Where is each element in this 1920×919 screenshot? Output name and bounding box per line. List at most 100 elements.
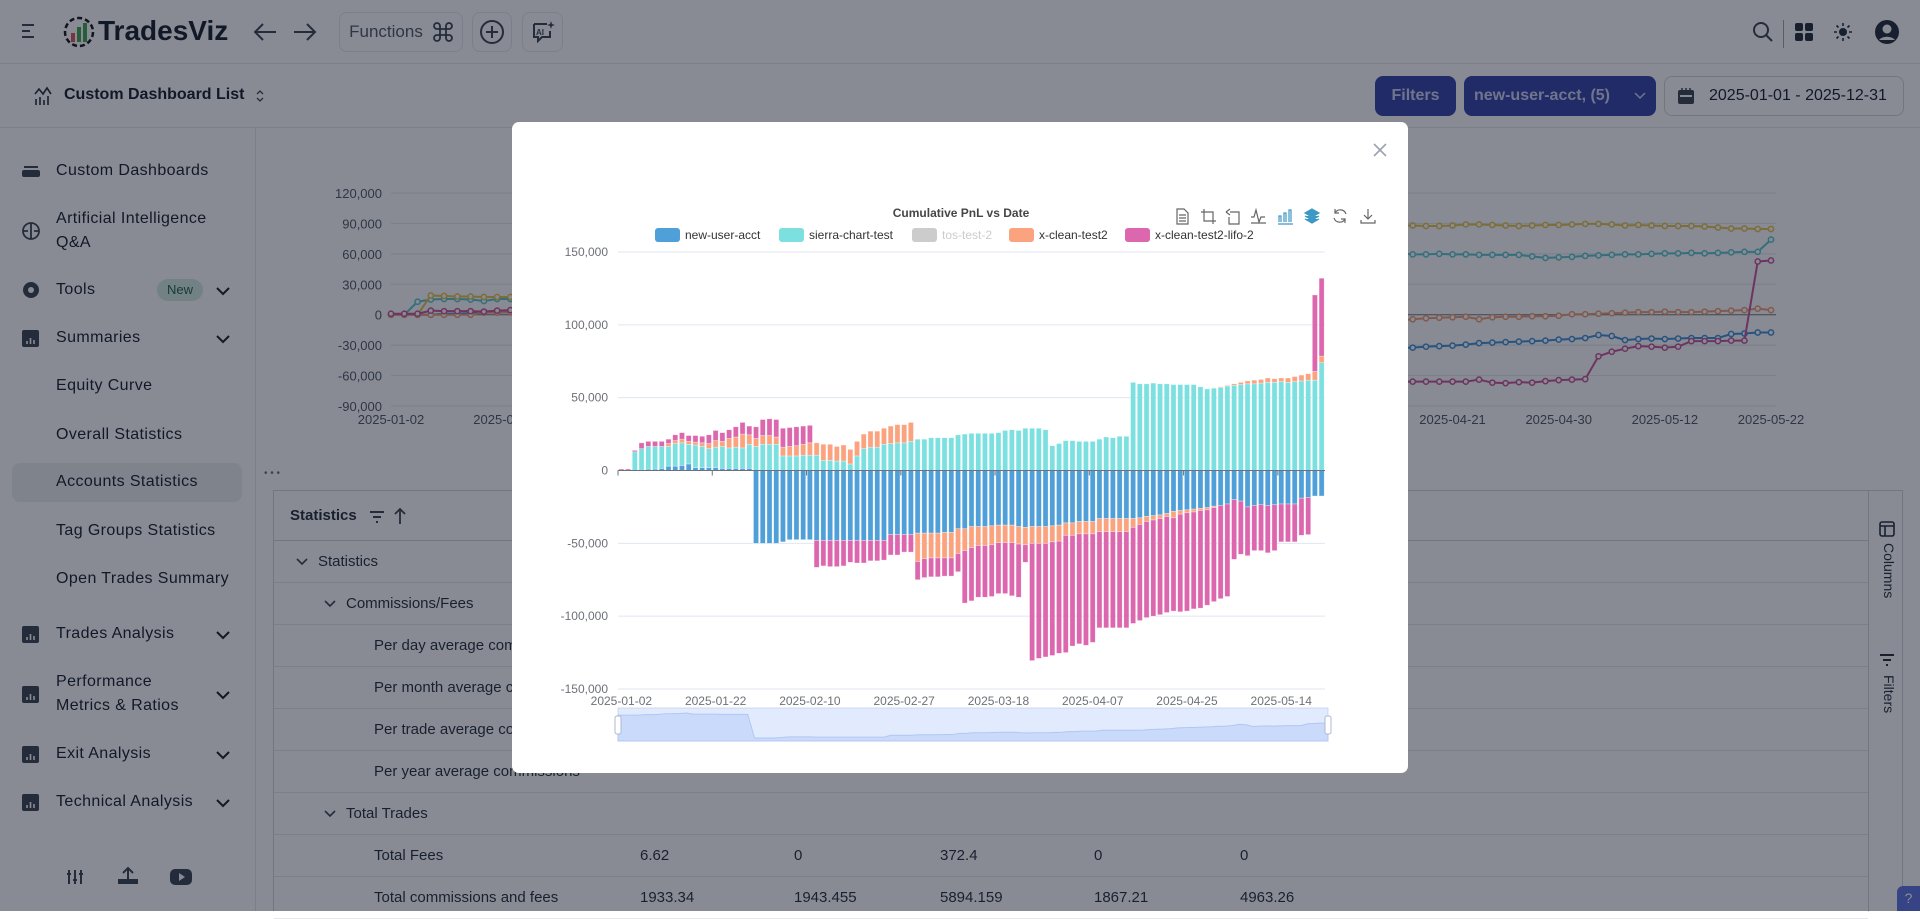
bar-x-clean-test2-lifo-2[interactable]: [1103, 531, 1110, 629]
bar-sierra-chart-test[interactable]: [712, 446, 719, 468]
bar-sierra-chart-test[interactable]: [1110, 437, 1116, 471]
close-icon[interactable]: [1372, 142, 1388, 158]
bar-sierra-chart-test[interactable]: [1184, 384, 1190, 471]
bar-x-clean-test2[interactable]: [1237, 382, 1244, 385]
bar-sierra-chart-test[interactable]: [968, 433, 975, 471]
bar-x-clean-test2-lifo-2[interactable]: [631, 450, 638, 453]
bar-new-user-acct[interactable]: [1163, 470, 1170, 514]
bar-x-clean-test2-lifo-2[interactable]: [679, 432, 685, 440]
bar-x-clean-test2-lifo-2[interactable]: [732, 426, 739, 438]
bar-x-clean-test2-lifo-2[interactable]: [739, 422, 746, 435]
bar-x-clean-test2-lifo-2[interactable]: [706, 434, 712, 444]
bar-x-clean-test2-lifo-2[interactable]: [1177, 513, 1184, 613]
bar-x-clean-test2[interactable]: [1170, 510, 1177, 519]
bar-new-user-acct[interactable]: [1184, 470, 1190, 511]
bar-sierra-chart-test[interactable]: [1258, 382, 1264, 471]
bar-sierra-chart-test[interactable]: [652, 446, 658, 470]
bar-x-clean-test2-lifo-2[interactable]: [692, 435, 699, 443]
bar-sierra-chart-test[interactable]: [887, 443, 894, 471]
bar-sierra-chart-test[interactable]: [739, 447, 746, 469]
bar-x-clean-test2-lifo-2[interactable]: [982, 545, 988, 598]
bar-new-user-acct[interactable]: [1231, 470, 1237, 500]
bar-new-user-acct[interactable]: [894, 470, 901, 535]
bar-x-clean-test2[interactable]: [854, 441, 860, 457]
bar-x-clean-test2[interactable]: [1224, 384, 1231, 387]
bar-new-user-acct[interactable]: [854, 470, 860, 541]
bar-x-clean-test2-lifo-2[interactable]: [867, 540, 874, 562]
bar-x-clean-test2[interactable]: [712, 440, 719, 448]
bar-x-clean-test2[interactable]: [1049, 525, 1056, 543]
bar-new-user-acct[interactable]: [1042, 470, 1049, 527]
legend-item-x-clean-test2-lifo-2[interactable]: x-clean-test2-lifo-2: [1125, 228, 1254, 242]
bar-sierra-chart-test[interactable]: [1150, 382, 1157, 471]
bar-sierra-chart-test[interactable]: [874, 446, 881, 471]
bar-x-clean-test2[interactable]: [827, 443, 833, 461]
bar-sierra-chart-test[interactable]: [645, 446, 652, 470]
bar-sierra-chart-test[interactable]: [1002, 430, 1009, 471]
bar-sierra-chart-test[interactable]: [1244, 383, 1251, 471]
bar-x-clean-test2[interactable]: [887, 425, 894, 444]
bar-new-user-acct[interactable]: [995, 470, 1002, 526]
bar-sierra-chart-test[interactable]: [692, 444, 699, 468]
bar-new-user-acct[interactable]: [941, 470, 948, 533]
bar-new-user-acct[interactable]: [1009, 470, 1015, 526]
bar-sierra-chart-test[interactable]: [1143, 383, 1150, 471]
bar-x-clean-test2[interactable]: [1318, 355, 1325, 364]
bar-x-clean-test2-lifo-2[interactable]: [1312, 294, 1318, 372]
bar-x-clean-test2-lifo-2[interactable]: [914, 561, 921, 581]
bar-sierra-chart-test[interactable]: [759, 443, 766, 471]
bar-new-user-acct[interactable]: [955, 470, 961, 530]
bar-sierra-chart-test[interactable]: [746, 443, 753, 469]
bar-x-clean-test2[interactable]: [847, 449, 854, 465]
bar-sierra-chart-test[interactable]: [941, 437, 948, 471]
bar-chart-icon[interactable]: [1278, 209, 1293, 225]
bar-new-user-acct[interactable]: [975, 470, 982, 527]
bar-new-user-acct[interactable]: [1312, 470, 1318, 497]
bar-new-user-acct[interactable]: [672, 465, 679, 471]
bar-sierra-chart-test[interactable]: [1123, 435, 1130, 471]
bar-x-clean-test2-lifo-2[interactable]: [1170, 517, 1177, 612]
bar-sierra-chart-test[interactable]: [948, 437, 955, 471]
bar-x-clean-test2-lifo-2[interactable]: [1056, 540, 1062, 654]
bar-new-user-acct[interactable]: [901, 470, 908, 535]
bar-new-user-acct[interactable]: [1291, 470, 1298, 505]
bar-sierra-chart-test[interactable]: [786, 455, 793, 471]
bar-sierra-chart-test[interactable]: [1231, 384, 1237, 471]
bar-x-clean-test2[interactable]: [1312, 371, 1318, 381]
bar-x-clean-test2[interactable]: [1184, 509, 1190, 514]
bar-x-clean-test2[interactable]: [914, 532, 921, 562]
bar-x-clean-test2[interactable]: [739, 433, 746, 449]
bar-x-clean-test2[interactable]: [1291, 376, 1298, 382]
bar-sierra-chart-test[interactable]: [706, 448, 712, 468]
bar-x-clean-test2-lifo-2[interactable]: [1271, 504, 1278, 551]
bar-new-user-acct[interactable]: [1056, 470, 1062, 526]
bar-x-clean-test2-lifo-2[interactable]: [995, 542, 1002, 594]
bar-new-user-acct[interactable]: [766, 470, 773, 544]
bar-x-clean-test2-lifo-2[interactable]: [901, 534, 908, 553]
data-zoom-selection[interactable]: [618, 708, 1328, 741]
bar-sierra-chart-test[interactable]: [1116, 435, 1123, 471]
bar-sierra-chart-test[interactable]: [867, 446, 874, 471]
bar-x-clean-test2-lifo-2[interactable]: [1231, 499, 1237, 560]
data-zoom-handle[interactable]: [1324, 715, 1332, 735]
bar-x-clean-test2-lifo-2[interactable]: [955, 553, 961, 573]
bar-x-clean-test2[interactable]: [1285, 377, 1291, 383]
bar-sierra-chart-test[interactable]: [1291, 381, 1298, 471]
bar-x-clean-test2[interactable]: [1143, 516, 1150, 522]
bar-x-clean-test2[interactable]: [1096, 518, 1103, 532]
bar-x-clean-test2-lifo-2[interactable]: [874, 540, 881, 562]
bar-x-clean-test2[interactable]: [968, 526, 975, 549]
bar-sierra-chart-test[interactable]: [699, 446, 706, 468]
bar-x-clean-test2-lifo-2[interactable]: [1136, 524, 1143, 621]
bar-x-clean-test2-lifo-2[interactable]: [658, 441, 665, 447]
bar-new-user-acct[interactable]: [1049, 470, 1056, 527]
bar-new-user-acct[interactable]: [807, 470, 813, 540]
bar-new-user-acct[interactable]: [1318, 470, 1325, 497]
bar-new-user-acct[interactable]: [1035, 470, 1042, 527]
bar-new-user-acct[interactable]: [1251, 470, 1258, 506]
bar-x-clean-test2[interactable]: [961, 528, 968, 551]
bar-x-clean-test2-lifo-2[interactable]: [887, 534, 894, 556]
bar-sierra-chart-test[interactable]: [881, 443, 887, 471]
bar-sierra-chart-test[interactable]: [793, 455, 800, 471]
legend-item-sierra-chart-test[interactable]: sierra-chart-test: [779, 228, 894, 242]
